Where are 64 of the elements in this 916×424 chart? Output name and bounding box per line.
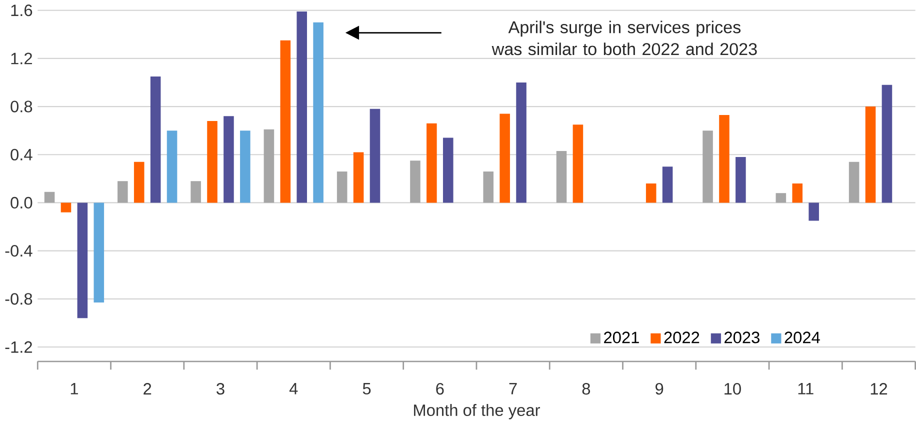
x-tick-label: 12 xyxy=(870,383,888,395)
bar xyxy=(280,40,291,203)
x-tick-label: 8 xyxy=(582,383,590,395)
legend-label: 2023 xyxy=(724,332,760,344)
bar xyxy=(77,202,88,318)
bar xyxy=(370,109,380,203)
bar xyxy=(719,115,730,203)
x-tick-label: 2 xyxy=(144,383,152,395)
x-tick-label: 5 xyxy=(362,383,371,395)
x-tick-label: 1 xyxy=(70,383,78,394)
y-tick-label: 1.6 xyxy=(11,4,32,16)
bar xyxy=(646,184,656,203)
y-tick-label: -0.8 xyxy=(5,293,32,305)
bar xyxy=(556,151,567,203)
bar xyxy=(150,76,161,203)
y-tick-label: -1.2 xyxy=(5,341,32,353)
y-tick-label: -0.4 xyxy=(5,245,32,257)
bar xyxy=(572,124,584,203)
y-tick-label: 0.0 xyxy=(10,196,32,209)
legend-label: 2021 xyxy=(604,332,639,344)
bar xyxy=(166,130,178,203)
bar xyxy=(792,184,803,203)
bar xyxy=(516,82,526,203)
y-tick-label: 0.4 xyxy=(10,148,32,160)
y-tick-label: 0.8 xyxy=(10,100,32,112)
bar xyxy=(426,123,437,203)
bar xyxy=(118,181,128,203)
bar xyxy=(94,202,104,303)
bar xyxy=(736,157,746,203)
annotation: April's surge in services prices was similar to both 2022 and 2023 xyxy=(492,20,757,56)
bar xyxy=(313,22,324,203)
x-tick-label: 7 xyxy=(509,383,517,394)
bar xyxy=(264,129,274,203)
bar xyxy=(44,192,55,203)
legend-label: 2024 xyxy=(784,332,820,344)
bar xyxy=(190,181,201,203)
x-tick-label: 4 xyxy=(289,383,298,394)
bar xyxy=(483,172,494,203)
x-tick-label: 3 xyxy=(216,383,224,395)
bar xyxy=(240,130,250,203)
bar xyxy=(60,202,72,212)
x-tick-label: 11 xyxy=(798,383,814,394)
bar xyxy=(353,152,364,203)
bar xyxy=(134,162,144,203)
x-tick-label: 9 xyxy=(656,383,664,395)
bar xyxy=(865,106,876,203)
y-tick-label: 1.2 xyxy=(11,52,32,64)
bar xyxy=(336,172,348,203)
x-tick-label: 10 xyxy=(724,383,741,395)
x-axis-title: Month of the year xyxy=(414,404,540,420)
bar xyxy=(662,166,673,203)
bar xyxy=(224,116,234,203)
bar xyxy=(808,202,819,221)
bar xyxy=(500,114,510,203)
bar xyxy=(410,160,420,203)
bar xyxy=(776,193,786,203)
bar xyxy=(296,12,307,203)
bar xyxy=(882,84,892,203)
x-tick-label: 6 xyxy=(436,383,444,395)
bar xyxy=(702,130,713,203)
bar xyxy=(207,121,218,203)
bar xyxy=(442,138,454,203)
legend-label: 2022 xyxy=(664,332,700,344)
bar xyxy=(848,162,860,203)
